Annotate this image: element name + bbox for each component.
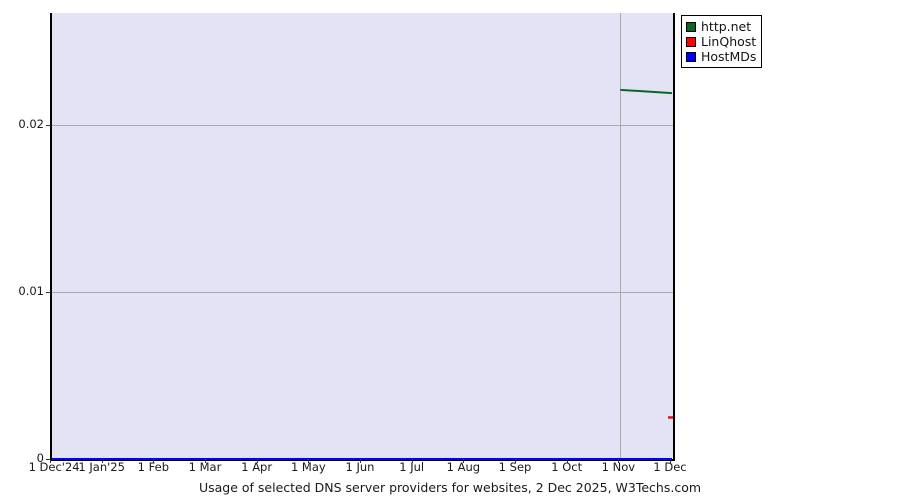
y-tick-label: 0 (36, 451, 44, 465)
series-line-http-net (620, 90, 672, 93)
x-axis: 1 Dec'24 1 Jan'25 1 Feb 1 Mar 1 Apr 1 May 1 Ju… (0, 459, 900, 481)
x-tick-label: 1 Jan'25 (78, 460, 125, 474)
y-tick-mark (46, 459, 51, 460)
legend-item: LinQhost (686, 34, 756, 49)
x-tick-label: 1 Oct (551, 460, 583, 474)
x-tick-label: 1 May (290, 460, 326, 474)
x-tick-label: 1 Jun (345, 460, 375, 474)
legend-swatch-icon (686, 36, 696, 47)
x-tick-label: 1 Apr (241, 460, 273, 474)
plot-area (50, 13, 675, 461)
legend-item: HostMDs (686, 49, 756, 64)
legend-item: http.net (686, 19, 756, 34)
x-tick-label: 1 Nov (601, 460, 636, 474)
x-tick-mark (205, 459, 206, 463)
y-tick-mark (46, 124, 51, 126)
x-tick-mark (50, 459, 51, 463)
gridline-y-0.01 (52, 291, 673, 293)
x-tick-mark (670, 459, 671, 463)
legend-swatch-icon (686, 51, 696, 62)
x-tick-label: 1 Sep (498, 460, 532, 474)
legend-item-label: HostMDs (701, 49, 757, 64)
y-tick-label: 0.02 (18, 116, 44, 131)
x-tick-mark (256, 459, 258, 463)
series-lines (52, 13, 673, 459)
x-tick-mark (308, 459, 310, 463)
x-tick-mark (618, 459, 620, 463)
chart-caption: Usage of selected DNS server providers f… (198, 480, 702, 495)
y-tick-mark (46, 291, 51, 293)
chart-legend: http.net LinQhost HostMDs (681, 15, 763, 68)
x-tick-mark (411, 459, 413, 463)
x-tick-mark (566, 459, 568, 463)
x-tick-mark (101, 459, 103, 463)
gridline-y-0.02 (52, 124, 673, 126)
y-tick-label: 0.01 (18, 283, 44, 298)
x-tick-label: 1 Mar (188, 460, 222, 474)
x-tick-mark (515, 459, 516, 463)
x-tick-label: 1 Jul (399, 460, 425, 474)
y-axis: 0 0.01 0.02 (0, 0, 44, 500)
x-tick-label: 1 Dec (653, 460, 687, 474)
legend-swatch-icon (686, 21, 696, 32)
x-tick-mark (360, 459, 361, 463)
x-tick-mark (463, 459, 465, 463)
x-tick-mark (153, 459, 155, 463)
legend-item-label: LinQhost (701, 34, 757, 49)
x-tick-label: 1 Feb (137, 460, 169, 474)
x-tick-label: 1 Aug (446, 460, 481, 474)
series-point-linqhost (668, 416, 673, 419)
x-tick-label: 1 Dec'24 (28, 460, 80, 474)
gridline-x-1-Nov (620, 13, 622, 459)
legend-item-label: http.net (701, 19, 752, 34)
